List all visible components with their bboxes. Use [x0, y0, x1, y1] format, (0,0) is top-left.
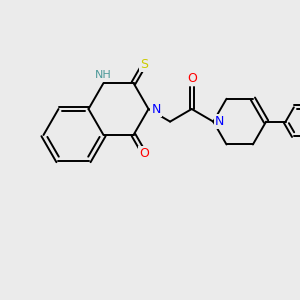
Text: O: O — [139, 147, 149, 160]
Text: S: S — [140, 58, 148, 71]
Text: N: N — [215, 115, 225, 128]
Text: N: N — [151, 103, 161, 116]
Text: O: O — [187, 72, 196, 85]
Text: NH: NH — [95, 70, 112, 80]
